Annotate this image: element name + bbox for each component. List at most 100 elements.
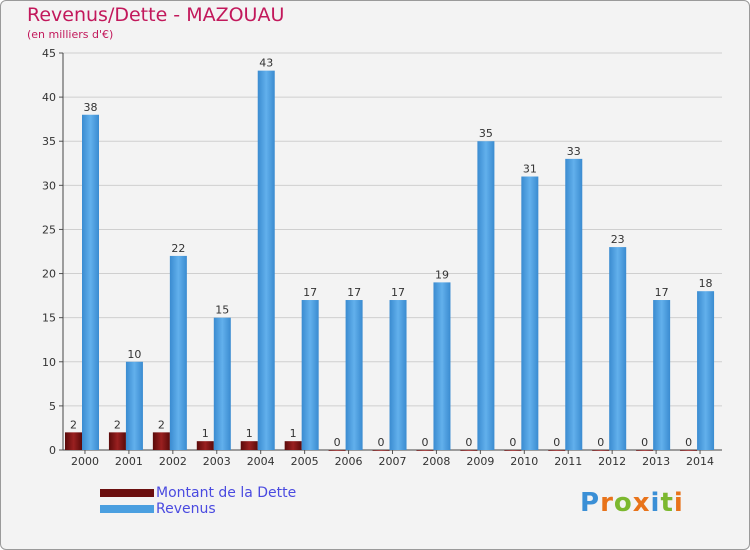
bar-revenus — [609, 247, 627, 450]
bar-dette — [108, 432, 126, 450]
data-label-dette: 0 — [334, 436, 341, 449]
legend-swatch-dette — [100, 489, 154, 497]
bar-revenus — [213, 317, 231, 450]
data-label-revenus: 38 — [84, 101, 98, 114]
data-label-dette: 0 — [509, 436, 516, 449]
logo-letter: t — [660, 488, 674, 518]
y-tick-label: 10 — [42, 356, 56, 369]
data-label-revenus: 23 — [611, 233, 625, 246]
x-tick-label: 2012 — [598, 455, 626, 468]
data-label-dette: 0 — [685, 436, 692, 449]
chart-subtitle: (en milliers d'€) — [27, 28, 114, 41]
bar-dette — [284, 441, 302, 450]
data-label-revenus: 17 — [303, 286, 317, 299]
data-label-dette: 0 — [421, 436, 428, 449]
bar-dette — [636, 450, 654, 451]
x-tick-label: 2005 — [291, 455, 319, 468]
bar-dette — [460, 450, 478, 451]
y-tick-label: 20 — [42, 268, 56, 281]
x-tick-label: 2009 — [466, 455, 494, 468]
bar-dette — [416, 450, 434, 451]
bar-dette — [504, 450, 522, 451]
y-tick-label: 35 — [42, 135, 56, 148]
data-label-revenus: 17 — [347, 286, 361, 299]
bar-dette — [152, 432, 170, 450]
logo-letter: r — [600, 488, 614, 518]
data-label-dette: 0 — [597, 436, 604, 449]
data-label-dette: 2 — [158, 418, 165, 431]
bar-dette — [65, 432, 82, 450]
y-tick-label: 0 — [49, 444, 56, 457]
data-label-dette: 1 — [290, 427, 297, 440]
data-label-dette: 0 — [641, 436, 648, 449]
bar-dette — [240, 441, 258, 450]
bar-revenus — [433, 282, 451, 450]
bar-dette — [548, 450, 566, 451]
bar-dette — [328, 450, 346, 451]
x-tick-label: 2002 — [159, 455, 187, 468]
data-label-revenus: 17 — [391, 286, 405, 299]
x-tick-label: 2006 — [335, 455, 363, 468]
data-label-revenus: 35 — [479, 127, 493, 140]
bar-revenus — [389, 300, 407, 450]
x-tick-label: 2004 — [247, 455, 275, 468]
bar-dette — [592, 450, 610, 451]
bar-dette — [680, 450, 698, 451]
chart-title: Revenus/Dette - MAZOUAU — [27, 4, 285, 26]
y-tick-label: 5 — [49, 400, 56, 413]
bar-revenus — [125, 361, 143, 450]
logo-letter: i — [673, 488, 684, 518]
x-tick-label: 2001 — [115, 455, 143, 468]
data-label-dette: 2 — [114, 418, 121, 431]
x-tick-label: 2007 — [379, 455, 407, 468]
data-label-dette: 1 — [246, 427, 253, 440]
logo-letter: o — [613, 488, 633, 518]
bar-dette — [196, 441, 214, 450]
bar-revenus — [477, 141, 495, 450]
data-label-revenus: 22 — [171, 242, 185, 255]
data-label-revenus: 18 — [699, 277, 713, 290]
y-tick-label: 45 — [42, 47, 56, 60]
bar-revenus — [653, 300, 671, 450]
legend-label-revenus: Revenus — [156, 501, 216, 517]
data-label-revenus: 33 — [567, 145, 581, 158]
x-tick-label: 2014 — [686, 455, 714, 468]
bar-dette — [372, 450, 390, 451]
data-label-revenus: 43 — [259, 57, 273, 70]
logo-letter: i — [650, 488, 661, 518]
data-label-revenus: 17 — [655, 286, 669, 299]
bar-revenus — [301, 300, 319, 450]
y-tick-label: 15 — [42, 312, 56, 325]
bar-revenus — [257, 70, 275, 451]
logo-letter: x — [632, 488, 651, 518]
legend-label-dette: Montant de la Dette — [156, 485, 297, 501]
bar-revenus — [169, 255, 187, 450]
x-tick-label: 2011 — [554, 455, 582, 468]
data-label-revenus: 15 — [215, 304, 229, 317]
y-tick-label: 25 — [42, 223, 56, 236]
data-label-revenus: 19 — [435, 268, 449, 281]
bar-revenus — [697, 291, 715, 450]
bar-revenus — [521, 176, 539, 450]
x-tick-label: 2010 — [510, 455, 538, 468]
data-label-dette: 2 — [70, 418, 77, 431]
logo-letter: P — [580, 488, 601, 518]
bar-revenus — [565, 158, 583, 450]
x-tick-label: 2000 — [71, 455, 99, 468]
data-label-dette: 1 — [202, 427, 209, 440]
y-tick-label: 40 — [42, 91, 56, 104]
x-tick-label: 2003 — [203, 455, 231, 468]
x-tick-label: 2008 — [422, 455, 450, 468]
y-tick-label: 30 — [42, 179, 56, 192]
data-label-dette: 0 — [378, 436, 385, 449]
bar-revenus — [345, 300, 363, 450]
legend-swatch-revenus — [100, 505, 154, 513]
data-label-revenus: 10 — [127, 348, 141, 361]
data-label-dette: 0 — [465, 436, 472, 449]
proxiti-logo: Proxiti — [580, 488, 684, 518]
data-label-dette: 0 — [553, 436, 560, 449]
bar-revenus — [82, 114, 99, 450]
x-tick-label: 2013 — [642, 455, 670, 468]
data-label-revenus: 31 — [523, 163, 537, 176]
